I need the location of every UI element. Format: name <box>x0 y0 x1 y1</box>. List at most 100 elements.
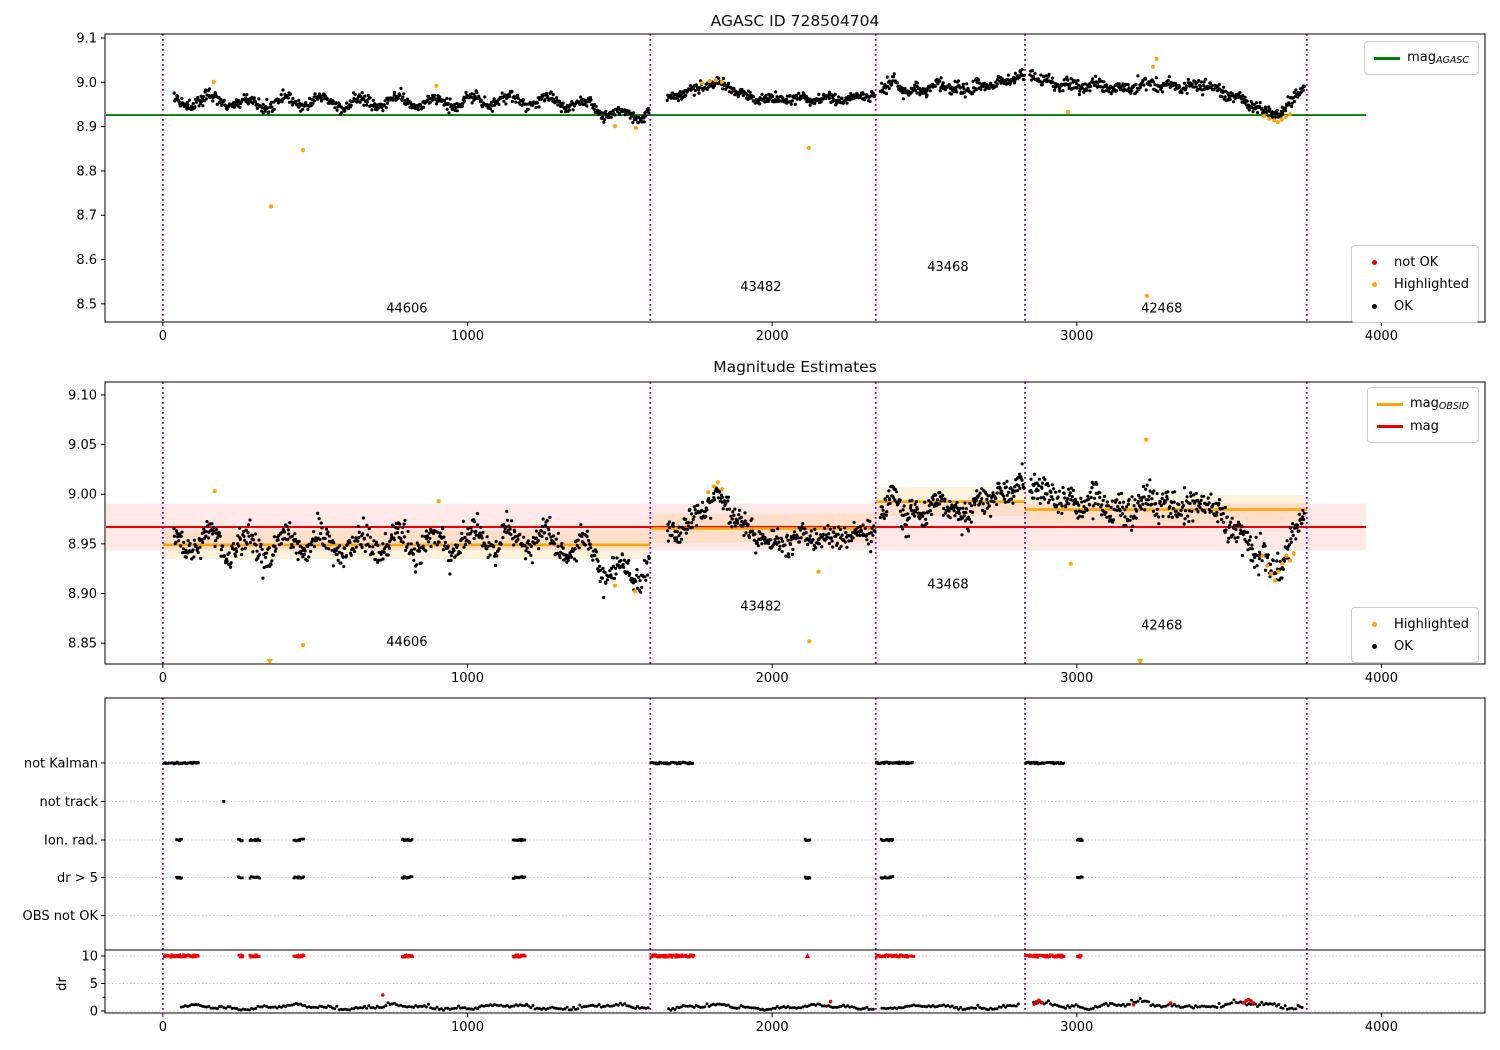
legend-top-markers: not OK Highlighted OK <box>1351 245 1479 323</box>
ok-points-42468 <box>1028 69 1306 119</box>
dr-axis-label: dr <box>55 977 70 991</box>
middle-plot-title: Magnitude Estimates <box>713 358 877 376</box>
obsid-label: 43482 <box>740 599 781 614</box>
top-plot: 44606 43482 43468 42468 0 1000 2000 3000 4000 9.1… <box>76 31 1486 344</box>
mag-label: mag <box>1409 418 1439 434</box>
y-tick-label: 9.10 <box>68 388 97 403</box>
flag-row-3 <box>175 875 1084 880</box>
ok-points-44606 <box>172 86 651 125</box>
y-tick-label: 8.90 <box>68 587 97 602</box>
row-label: not track <box>39 795 98 810</box>
legend-row-ok: OK <box>1358 295 1469 317</box>
y-tick-label: 9.00 <box>68 488 97 503</box>
highlighted-points <box>212 437 1296 648</box>
y-tick-label: 8.7 <box>76 209 97 224</box>
x-tick-label: 1000 <box>451 329 484 344</box>
highlighted-label-2: Highlighted <box>1394 616 1469 632</box>
x-tick-label: 3000 <box>1060 671 1093 686</box>
bottom-plot: not Kalman not track Ion. rad. dr > 5 OBS no… <box>23 697 1486 1035</box>
y-tick-label: 8.95 <box>68 537 97 552</box>
legend-row-mag: mag <box>1374 415 1469 437</box>
top-plot-title: AGASC ID 728504704 <box>710 12 880 30</box>
ok-dot-swatch-2 <box>1358 643 1390 649</box>
y-tick-label: 9.0 <box>76 76 97 91</box>
row-label: Ion. rad. <box>44 834 98 849</box>
x-tick-label: 0 <box>159 1020 167 1035</box>
legend-row-highlighted: Highlighted <box>1358 273 1469 295</box>
x-tick-label: 2000 <box>756 1020 789 1035</box>
not-ok-dot-swatch <box>1358 259 1390 265</box>
ok-points-43468 <box>878 67 1026 101</box>
dr-red-anomalies <box>381 993 1256 1007</box>
y-tick-label: 9.1 <box>76 31 97 46</box>
x-tick-label: 3000 <box>1060 1020 1093 1035</box>
legend-row-ok-2: OK <box>1358 635 1469 657</box>
legend-row-highlighted-2: Highlighted <box>1358 613 1469 635</box>
mag-agasc-label: magAGASC <box>1407 50 1469 66</box>
dr-tick-label: 10 <box>81 950 98 965</box>
x-tick-label: 0 <box>159 329 167 344</box>
ok-points-43482 <box>665 76 877 107</box>
plot-border <box>104 33 1486 323</box>
x-tick-label: 4000 <box>1365 671 1398 686</box>
plot-border <box>104 381 1486 665</box>
dr-clipped-triangle <box>403 953 410 959</box>
middle-plot: 44606 43482 43468 42468 0 1000 2000 3000 4000 9.1… <box>68 381 1486 686</box>
highlighted-points <box>211 56 1293 298</box>
dr-clipped-triangle <box>1076 953 1083 959</box>
x-tick-label: 3000 <box>1060 329 1093 344</box>
legend-mag-lines: magOBSID mag <box>1366 387 1479 443</box>
obsid-label: 44606 <box>386 301 427 316</box>
ok-points-44606 <box>172 509 651 600</box>
dr-clipped-triangle <box>252 953 258 959</box>
legend-row-mag-agasc: magAGASC <box>1371 47 1469 69</box>
legend-middle-markers: Highlighted OK <box>1351 607 1479 663</box>
ok-points-43482 <box>666 486 877 559</box>
dr-clipped-triangle <box>238 953 245 959</box>
ok-dot-swatch <box>1358 303 1390 309</box>
x-tick-label: 4000 <box>1365 1020 1398 1035</box>
mag-line-swatch <box>1374 424 1406 428</box>
dr-tick-label: 5 <box>90 977 98 992</box>
not-ok-label: not OK <box>1394 254 1439 270</box>
clipped-low-marker <box>266 659 274 665</box>
legend-mag-agasc: magAGASC <box>1364 41 1479 75</box>
row-label: not Kalman <box>24 757 98 772</box>
y-tick-label: 8.8 <box>76 164 97 179</box>
obsid-label: 44606 <box>386 635 427 650</box>
dr-clipped-triangle <box>295 953 302 959</box>
highlighted-dot-swatch <box>1358 281 1390 287</box>
row-label: dr > 5 <box>57 871 98 886</box>
flag-row-1 <box>222 800 226 803</box>
ok-label-2: OK <box>1394 638 1413 654</box>
clipped-low-marker <box>1136 659 1144 665</box>
obsid-label: 42468 <box>1141 301 1182 316</box>
obsid-label: 43482 <box>740 280 781 295</box>
legend-row-not-ok: not OK <box>1358 251 1469 273</box>
y-tick-label: 8.9 <box>76 120 97 135</box>
dr-clipped-points <box>163 953 1083 959</box>
ok-points-43468 <box>878 462 1026 539</box>
highlighted-dot-swatch-2 <box>1358 621 1390 627</box>
mag-obsid-line-swatch <box>1374 402 1406 406</box>
ok-label: OK <box>1394 298 1413 314</box>
dr-clipped-triangle <box>804 953 811 959</box>
x-tick-label: 0 <box>159 671 167 686</box>
x-tick-label: 4000 <box>1365 329 1398 344</box>
flag-row-2 <box>175 837 1084 843</box>
y-tick-label: 8.5 <box>76 297 97 312</box>
highlighted-label: Highlighted <box>1394 276 1469 292</box>
obsid-label: 43468 <box>927 578 968 593</box>
mag-agasc-line-swatch <box>1371 56 1403 60</box>
flag-row-0 <box>163 760 1065 766</box>
dr-tick-label: 0 <box>90 1005 98 1020</box>
y-tick-label: 8.85 <box>68 637 97 652</box>
obsid-label: 42468 <box>1141 618 1182 633</box>
y-tick-label: 9.05 <box>68 438 97 453</box>
obsid-label: 43468 <box>927 260 968 275</box>
mag-obsid-label: magOBSID <box>1409 396 1469 412</box>
row-label: OBS not OK <box>23 909 99 924</box>
plot-border <box>104 697 1486 1014</box>
